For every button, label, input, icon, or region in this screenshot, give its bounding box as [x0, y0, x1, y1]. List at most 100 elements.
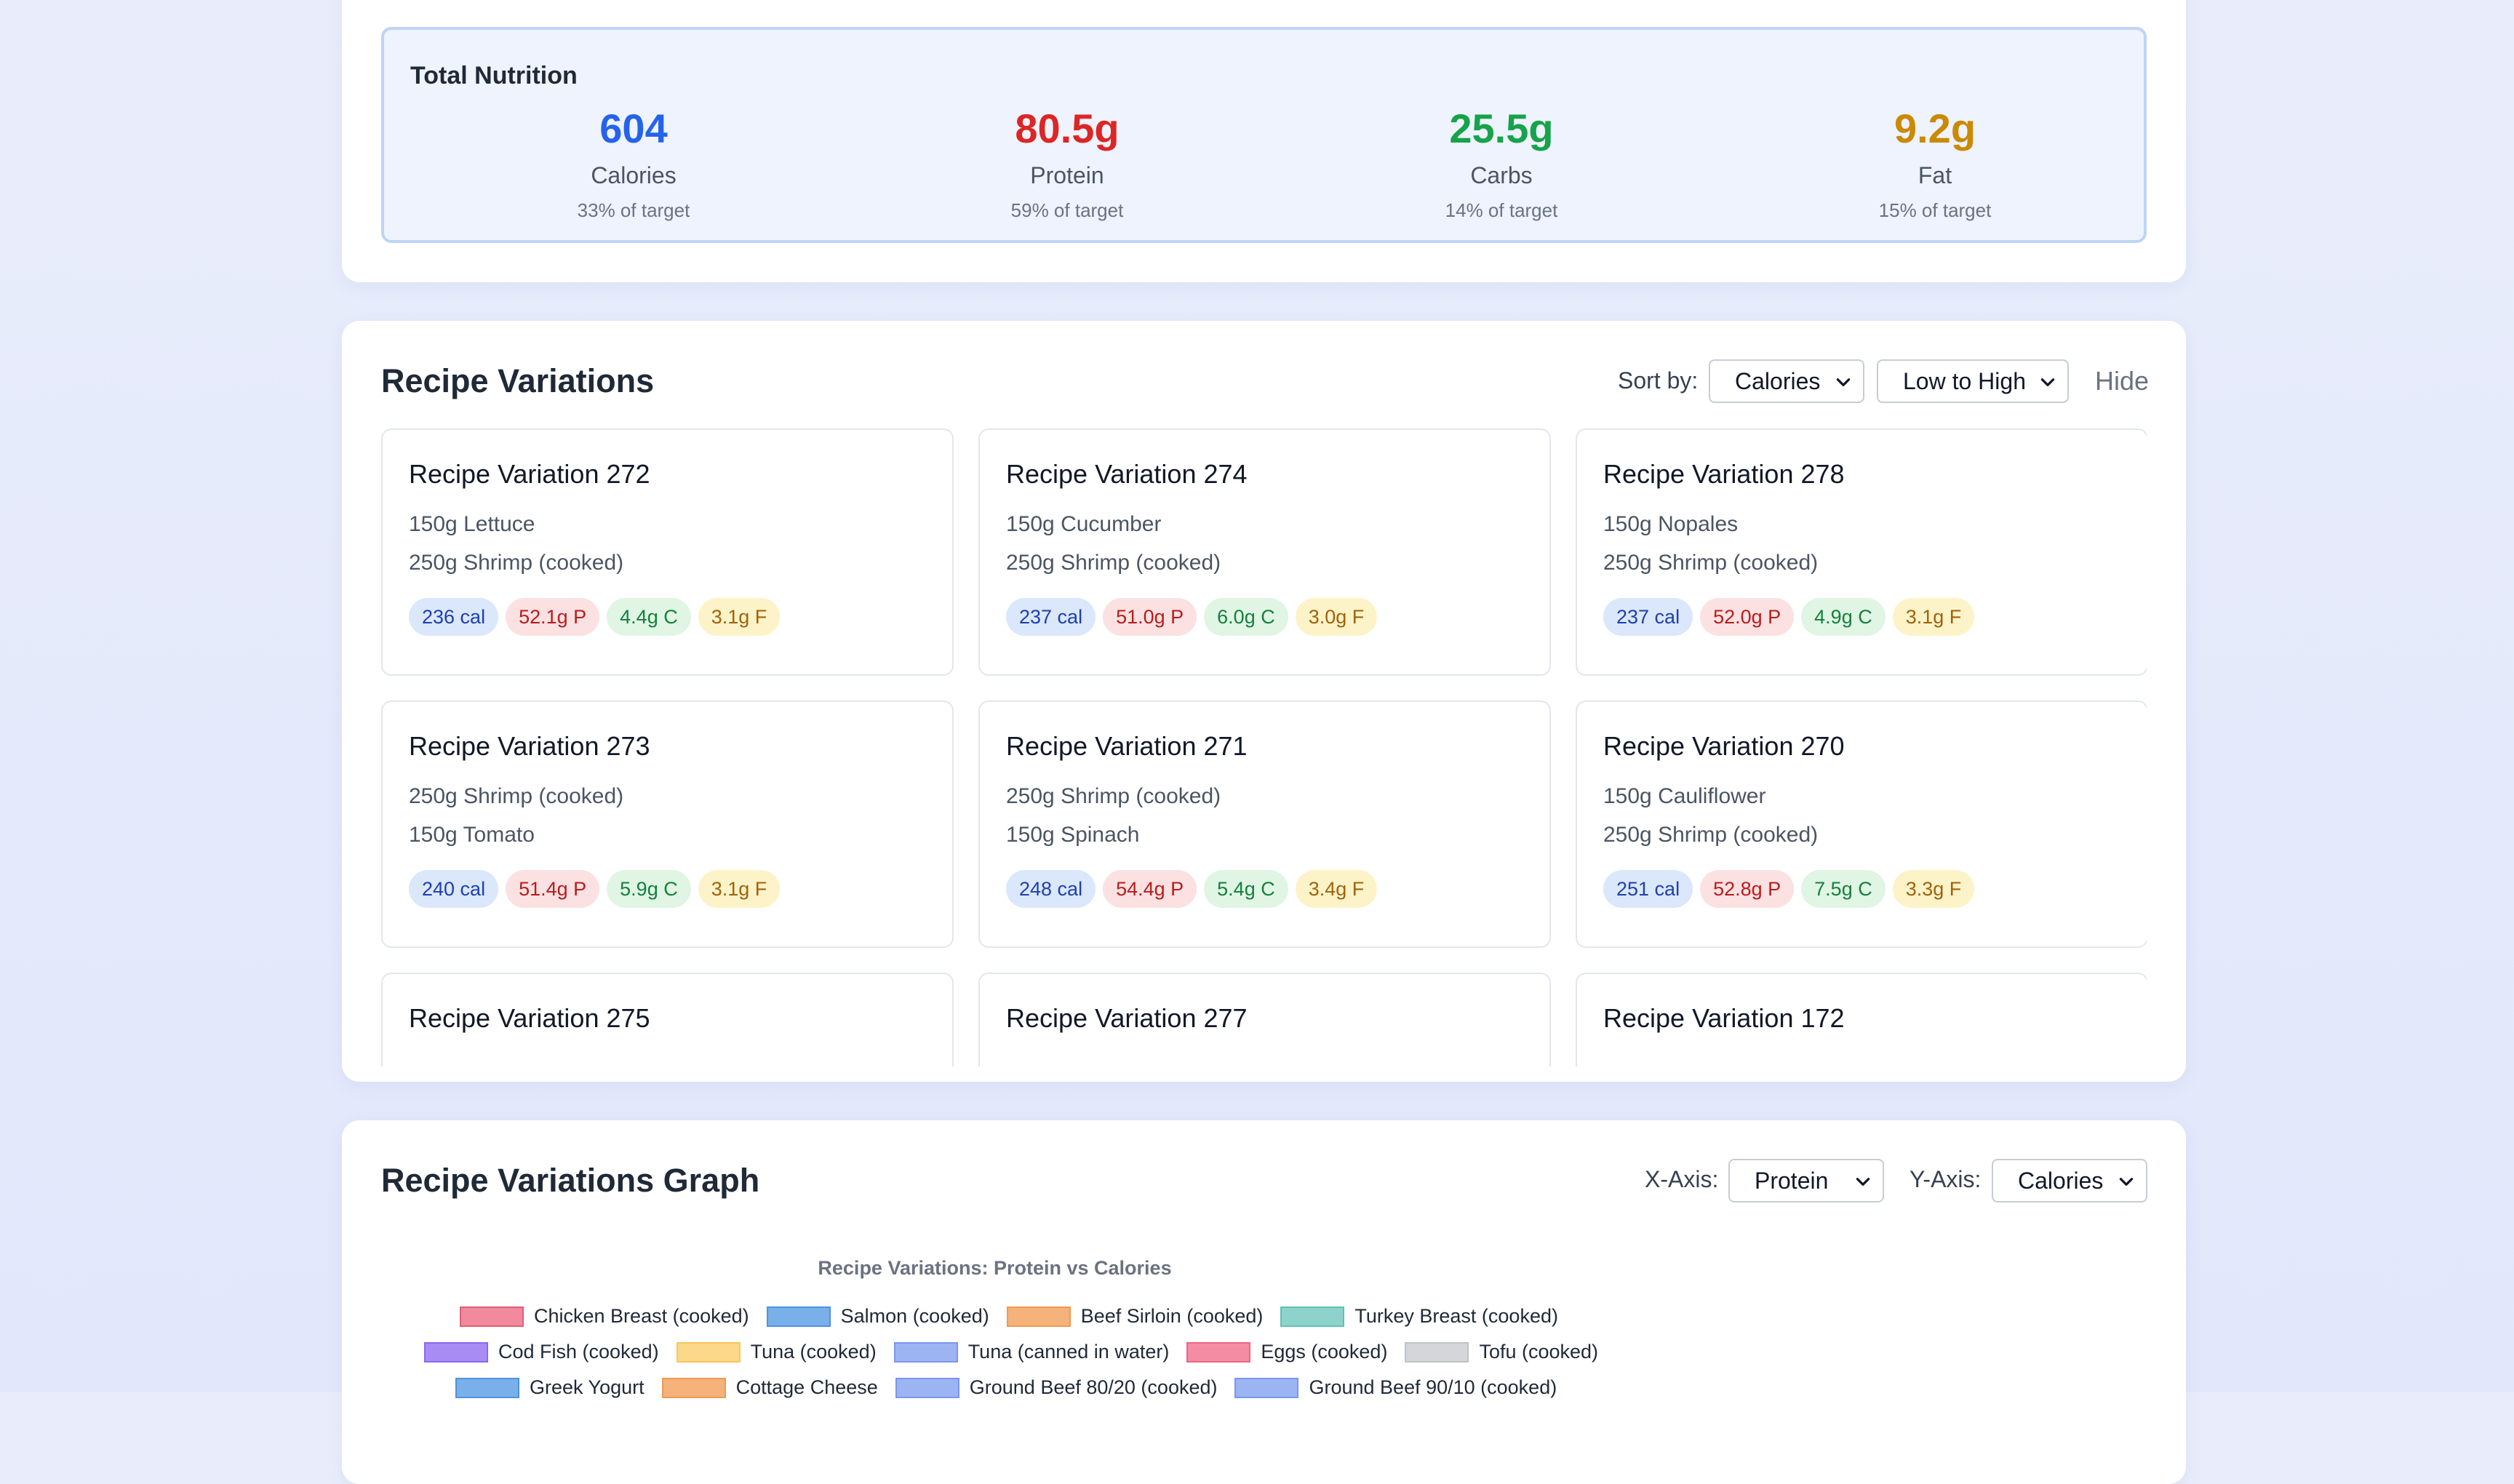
recipe-macros: 236 cal 52.1g P 4.4g C 3.1g F [409, 598, 781, 636]
stat-protein-target: 59% of target [1010, 199, 1124, 221]
recipe-ingredient: 250g Shrimp (cooked) [409, 784, 624, 808]
x-axis-value: Protein [1755, 1167, 1829, 1194]
stat-protein-value: 80.5g [1015, 105, 1120, 151]
fat-badge: 3.1g F [1892, 598, 1975, 636]
stat-fat-label: Fat [1918, 162, 1952, 188]
legend-label: Cottage Cheese [735, 1376, 878, 1398]
recipe-ingredient: 150g Cauliflower [1603, 784, 1766, 808]
legend-label: Chicken Breast (cooked) [534, 1305, 749, 1327]
recipe-graph-title: Recipe Variations Graph [381, 1162, 760, 1199]
recipe-ingredient: 250g Shrimp (cooked) [1006, 551, 1221, 575]
chart-legend-row: Chicken Breast (cooked) Salmon (cooked) Be… [460, 1305, 1576, 1328]
calories-badge: 237 cal [1006, 598, 1096, 636]
stat-protein-label: Protein [1030, 162, 1104, 188]
recipe-card[interactable]: Recipe Variation 275 [381, 973, 954, 1066]
legend-item[interactable]: Cottage Cheese [661, 1376, 878, 1399]
sort-field-select[interactable]: Calories [1709, 359, 1864, 403]
recipe-title: Recipe Variation 278 [1603, 459, 1845, 489]
legend-swatch [424, 1341, 488, 1363]
calories-badge: 237 cal [1603, 598, 1693, 636]
recipe-ingredient: 250g Shrimp (cooked) [1603, 551, 1819, 575]
recipe-card[interactable]: Recipe Variation 277 [978, 973, 1551, 1066]
recipe-title: Recipe Variation 277 [1006, 1003, 1248, 1033]
legend-label: Ground Beef 90/10 (cooked) [1309, 1376, 1557, 1398]
chevron-down-icon [2119, 1178, 2134, 1186]
recipe-card[interactable]: Recipe Variation 270 150g Cauliflower 25… [1576, 701, 2147, 948]
stat-calories-target: 33% of target [577, 199, 690, 221]
recipe-graph-card: Recipe Variations Graph X-Axis: Protein … [342, 1120, 2186, 1484]
legend-swatch [895, 1377, 959, 1398]
legend-swatch [1280, 1306, 1345, 1327]
legend-item[interactable]: Turkey Breast (cooked) [1280, 1305, 1558, 1328]
stat-carbs-value: 25.5g [1449, 105, 1554, 151]
sort-order-select[interactable]: Low to High [1877, 359, 2069, 403]
chart-title: Recipe Variations: Protein vs Calories [818, 1257, 1172, 1279]
protein-badge: 52.0g P [1700, 598, 1795, 636]
legend-label: Eggs (cooked) [1261, 1341, 1388, 1363]
legend-item[interactable]: Cod Fish (cooked) [424, 1341, 659, 1363]
recipe-ingredient: 250g Shrimp (cooked) [1603, 823, 1819, 847]
recipe-macros: 237 cal 51.0g P 6.0g C 3.0g F [1006, 598, 1378, 636]
legend-label: Turkey Breast (cooked) [1354, 1305, 1558, 1327]
recipe-title: Recipe Variation 274 [1006, 459, 1248, 489]
recipe-variations-title: Recipe Variations [381, 362, 655, 399]
legend-item[interactable]: Chicken Breast (cooked) [460, 1305, 749, 1328]
fat-badge: 3.3g F [1892, 870, 1975, 908]
legend-swatch [1186, 1341, 1251, 1363]
recipe-card[interactable]: Recipe Variation 172 [1576, 973, 2147, 1066]
sort-field-value: Calories [1735, 367, 1821, 394]
recipe-title: Recipe Variation 270 [1603, 731, 1845, 761]
chevron-down-icon [1856, 1178, 1870, 1186]
recipe-ingredient: 150g Lettuce [409, 512, 535, 536]
carbs-badge: 7.5g C [1801, 870, 1886, 908]
recipe-card[interactable]: Recipe Variation 273 250g Shrimp (cooked… [381, 701, 954, 948]
recipe-title: Recipe Variation 271 [1006, 731, 1248, 761]
recipe-ingredient: 250g Shrimp (cooked) [1006, 784, 1221, 808]
recipe-ingredient: 250g Shrimp (cooked) [409, 551, 624, 575]
legend-swatch [766, 1306, 831, 1327]
recipe-card[interactable]: Recipe Variation 278 150g Nopales 250g S… [1576, 428, 2147, 676]
recipe-title: Recipe Variation 273 [409, 731, 650, 761]
legend-label: Tofu (cooked) [1479, 1341, 1599, 1363]
legend-item[interactable]: Greek Yogurt [455, 1376, 645, 1399]
chevron-down-icon [2040, 378, 2055, 386]
y-axis-select[interactable]: Calories [1992, 1159, 2147, 1202]
x-axis-select[interactable]: Protein [1728, 1159, 1884, 1202]
recipe-title: Recipe Variation 172 [1603, 1003, 1845, 1033]
recipe-ingredient: 150g Tomato [409, 823, 535, 847]
legend-label: Salmon (cooked) [840, 1305, 989, 1327]
legend-swatch [460, 1306, 524, 1327]
hide-button[interactable]: Hide [2095, 366, 2150, 396]
stat-calories-label: Calories [591, 162, 677, 188]
carbs-badge: 4.9g C [1801, 598, 1886, 636]
stat-calories-value: 604 [599, 105, 668, 151]
stat-calories: 604 Calories 33% of target [452, 108, 815, 222]
legend-item[interactable]: Eggs (cooked) [1186, 1341, 1387, 1363]
recipe-card[interactable]: Recipe Variation 274 150g Cucumber 250g … [978, 428, 1551, 676]
legend-item[interactable]: Tuna (canned in water) [893, 1341, 1169, 1363]
chevron-down-icon [1836, 378, 1851, 386]
legend-item[interactable]: Tuna (cooked) [676, 1341, 877, 1363]
recipe-ingredient: 150g Nopales [1603, 512, 1739, 536]
recipe-macros: 251 cal 52.8g P 7.5g C 3.3g F [1603, 870, 1975, 908]
legend-label: Greek Yogurt [530, 1376, 645, 1398]
calories-badge: 251 cal [1603, 870, 1693, 908]
legend-item[interactable]: Tofu (cooked) [1405, 1341, 1598, 1363]
carbs-badge: 5.9g C [607, 870, 691, 908]
recipe-card[interactable]: Recipe Variation 271 250g Shrimp (cooked… [978, 701, 1551, 948]
total-nutrition-title: Total Nutrition [410, 62, 578, 89]
calories-badge: 248 cal [1006, 870, 1096, 908]
stat-carbs-label: Carbs [1470, 162, 1533, 188]
recipe-card[interactable]: Recipe Variation 272 150g Lettuce 250g S… [381, 428, 954, 676]
legend-item[interactable]: Ground Beef 80/20 (cooked) [895, 1376, 1217, 1399]
y-axis-value: Calories [2018, 1167, 2104, 1194]
recipe-ingredient: 150g Spinach [1006, 823, 1140, 847]
legend-item[interactable]: Salmon (cooked) [766, 1305, 989, 1328]
legend-swatch [455, 1377, 519, 1398]
recipe-grid: Recipe Variation 272 150g Lettuce 250g S… [381, 428, 2147, 1066]
legend-swatch [661, 1377, 726, 1398]
total-nutrition-box: Total Nutrition 604 Calories 33% of targ… [381, 27, 2147, 243]
stat-fat-target: 15% of target [1878, 199, 1992, 221]
legend-item[interactable]: Beef Sirloin (cooked) [1006, 1305, 1263, 1328]
legend-item[interactable]: Ground Beef 90/10 (cooked) [1234, 1376, 1557, 1399]
